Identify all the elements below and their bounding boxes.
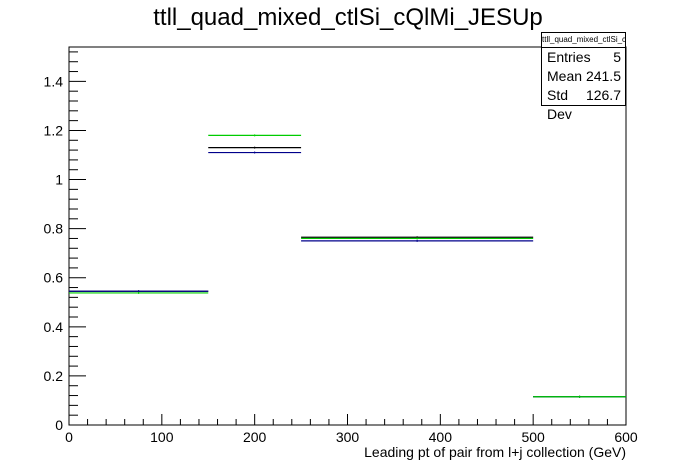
x-tick-label: 200 xyxy=(243,429,267,445)
chart-title: ttll_quad_mixed_ctlSi_cQlMi_JESUp xyxy=(153,4,543,31)
y-tick-label: 0.2 xyxy=(44,368,64,384)
x-tick-label: 300 xyxy=(336,429,360,445)
x-tick-label: 400 xyxy=(429,429,453,445)
y-tick-label: 0.8 xyxy=(44,221,64,237)
stats-row-mean: Mean 241.5 xyxy=(542,67,625,86)
stats-value: 126.7 xyxy=(585,87,621,103)
x-tick-label: 0 xyxy=(65,429,73,445)
stats-row-stddev: Std Dev 126.7 xyxy=(542,86,625,122)
stats-label: Entries xyxy=(547,49,591,65)
stats-value: 241.5 xyxy=(585,68,621,84)
y-tick-label: 0 xyxy=(55,417,63,433)
y-tick-label: 1 xyxy=(55,172,63,188)
stats-box: ttll_quad_mixed_ctlSi_cQlMi_JESUp Entrie… xyxy=(541,32,626,122)
x-tick-label: 600 xyxy=(614,429,638,445)
x-tick-label: 500 xyxy=(521,429,545,445)
stats-box-title: ttll_quad_mixed_ctlSi_cQlMi_JESUp xyxy=(542,33,625,48)
x-tick-label: 100 xyxy=(150,429,174,445)
y-tick-label: 0.4 xyxy=(44,319,64,335)
stats-value: 5 xyxy=(613,49,621,65)
y-tick-label: 1.4 xyxy=(44,73,64,89)
stats-row-entries: Entries 5 xyxy=(542,48,625,67)
y-tick-label: 0.6 xyxy=(44,270,64,286)
x-axis-label: Leading pt of pair from l+j collection (… xyxy=(364,444,626,460)
stats-label: Mean xyxy=(547,68,583,84)
stats-label: Std Dev xyxy=(547,87,572,122)
y-tick-label: 1.2 xyxy=(44,122,64,138)
